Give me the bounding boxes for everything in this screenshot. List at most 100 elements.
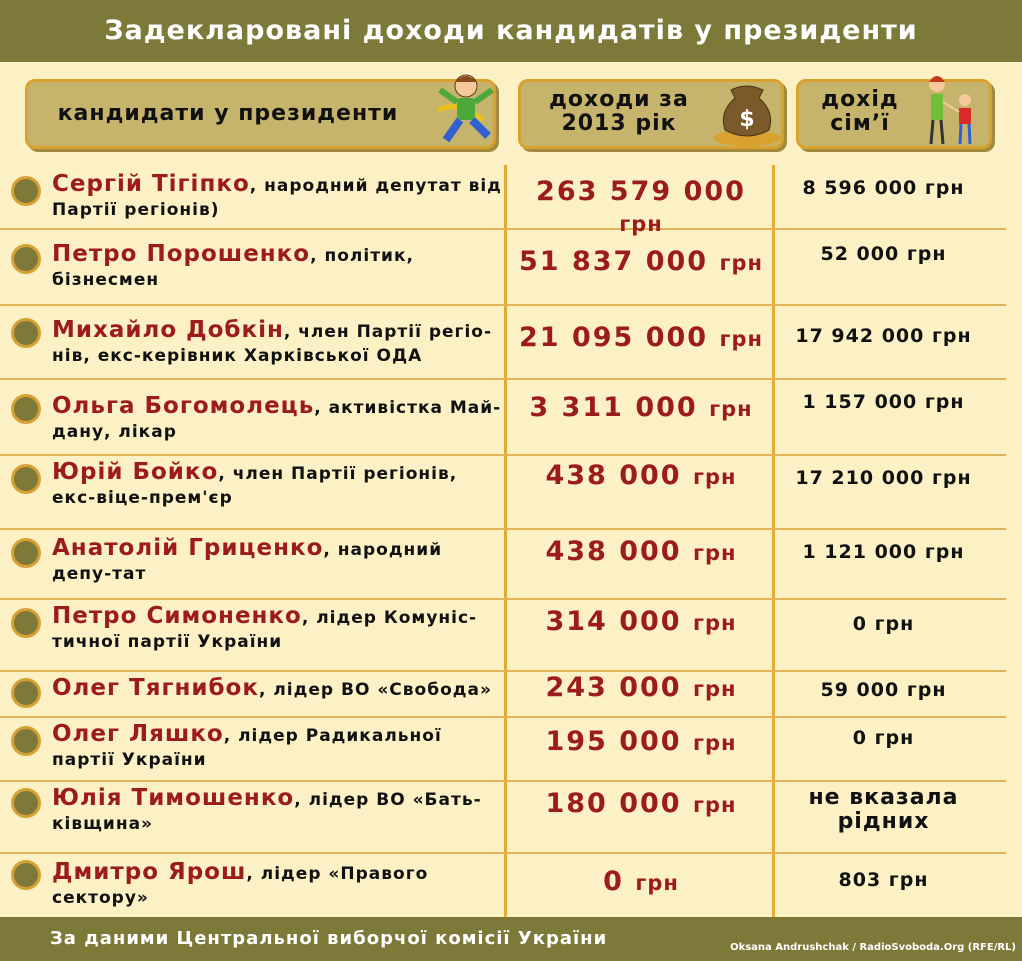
income-unit: грн (709, 397, 753, 421)
candidate-description: , активістка Май-дану, лікар (52, 398, 502, 442)
candidate-cell: Сергій Тігіпко, народний депутат від Пар… (52, 172, 502, 222)
candidate-description: , член Партії регіонів, екс-віце-прем'єр (52, 464, 458, 508)
income-unit: грн (719, 327, 763, 351)
table-row: Юлія Тимошенко, лідер ВО «Бать-ківщина» 1… (0, 780, 1006, 854)
family-income-cell: 0 грн (852, 613, 915, 635)
income-unit: грн (693, 541, 737, 565)
income-value: 314 000 (545, 606, 682, 637)
table-row: Михайло Добкін, член Партії регіо-нів, е… (0, 304, 1006, 380)
income-value: 180 000 (545, 788, 682, 819)
candidate-cell: Петро Симоненко, лідер Комуніс-тичної па… (52, 604, 502, 654)
table-row: Юрій Бойко, член Партії регіонів, екс-ві… (0, 454, 1006, 530)
table-row: Сергій Тігіпко, народний депутат від Пар… (0, 160, 1006, 236)
bullet-icon (11, 244, 41, 274)
header-family: дохід сім’ї (796, 76, 992, 149)
table-row: Петро Порошенко, політик, бізнесмен 51 83… (0, 228, 1006, 306)
running-boy-icon (436, 74, 494, 143)
income-cell: 21 095 000 грн (510, 322, 772, 353)
column-divider-1 (504, 165, 507, 917)
candidate-name: Юрій Бойко (52, 459, 219, 485)
candidate-name: Петро Порошенко (52, 241, 311, 267)
income-cell: 438 000 грн (510, 536, 772, 567)
candidate-description: , лідер Комуніс-тичної партії України (52, 608, 478, 652)
table-row: Петро Симоненко, лідер Комуніс-тичної па… (0, 598, 1006, 672)
income-unit: грн (693, 793, 737, 817)
candidate-name: Сергій Тігіпко (52, 171, 250, 197)
family-income-cell: 59 000 грн (820, 679, 947, 701)
money-bag-icon: $ (713, 85, 781, 146)
candidate-description: , лідер «Правого сектору» (52, 864, 429, 908)
income-cell: 180 000 грн (510, 788, 772, 819)
candidate-name: Дмитро Ярош (52, 859, 247, 885)
income-unit: грн (719, 251, 763, 275)
header-candidates: кандидати у президенти (25, 74, 496, 149)
header-income-line2: 2013 рік (561, 111, 677, 136)
candidate-cell: Олег Ляшко, лідер Радикальної партії Укр… (52, 722, 502, 772)
table-row: Дмитро Ярош, лідер «Правого сектору» 0 гр… (0, 852, 1006, 916)
family-income-cell: 0 грн (852, 727, 915, 749)
family-income-cell: 52 000 грн (820, 243, 947, 265)
income-unit: грн (693, 731, 737, 755)
income-unit: грн (693, 465, 737, 489)
income-cell: 195 000 грн (510, 726, 772, 757)
header-income-line1: доходи за (549, 87, 689, 112)
bullet-icon (11, 318, 41, 348)
family-income-cell: 8 596 000 грн (802, 177, 965, 199)
income-value: 3 311 000 (529, 392, 698, 423)
candidate-description: , лідер ВО «Бать-ківщина» (52, 790, 482, 834)
header-family-line2: сім’ї (830, 111, 890, 136)
bullet-icon (11, 678, 41, 708)
candidate-cell: Дмитро Ярош, лідер «Правого сектору» (52, 860, 502, 910)
candidate-cell: Олег Тягнибок, лідер ВО «Свобода» (52, 676, 502, 702)
income-cell: 0 грн (510, 866, 772, 897)
table-row: Анатолій Гриценко, народний депу-тат 438 … (0, 528, 1006, 600)
column-divider-2 (772, 165, 775, 917)
bullet-icon (11, 860, 41, 890)
candidate-name: Олег Ляшко (52, 721, 224, 747)
page-title: Задекларовані доходи кандидатів у презид… (0, 0, 1022, 62)
family-income-cell: 1 121 000 грн (802, 541, 965, 563)
income-unit: грн (693, 677, 737, 701)
credit: Oksana Andrushchak / RadioSvoboda.Org (R… (730, 942, 1016, 953)
income-cell: 51 837 000 грн (510, 246, 772, 277)
income-unit: грн (635, 871, 679, 895)
candidate-description: , народний депу-тат (52, 540, 443, 584)
source-note: За даними Центральної виборчої комісії У… (50, 928, 608, 949)
income-value: 243 000 (545, 672, 682, 703)
income-cell: 314 000 грн (510, 606, 772, 637)
income-value: 0 (603, 866, 624, 897)
family-income-cell: 17 942 000 грн (795, 325, 972, 347)
candidate-cell: Михайло Добкін, член Партії регіо-нів, е… (52, 318, 502, 368)
candidate-name: Юлія Тимошенко (52, 785, 295, 811)
table-row: Олег Тягнибок, лідер ВО «Свобода» 243 000… (0, 670, 1006, 718)
bullet-icon (11, 726, 41, 756)
candidate-description: , лідер ВО «Свобода» (258, 680, 492, 700)
income-value: 438 000 (545, 536, 682, 567)
income-cell: 243 000 грн (510, 672, 772, 703)
table-row: Олег Ляшко, лідер Радикальної партії Укр… (0, 716, 1006, 782)
candidate-description: , лідер Радикальної партії України (52, 726, 442, 770)
candidate-description: , політик, бізнесмен (52, 246, 414, 290)
income-value: 195 000 (545, 726, 682, 757)
candidate-cell: Юлія Тимошенко, лідер ВО «Бать-ківщина» (52, 786, 502, 836)
candidate-cell: Петро Порошенко, політик, бізнесмен (52, 242, 502, 292)
footer: За даними Центральної виборчої комісії У… (0, 917, 1022, 961)
family-income-cell: 1 157 000 грн (802, 391, 965, 413)
header-income: доходи за 2013 рік $ (518, 79, 784, 149)
candidate-name: Олег Тягнибок (52, 675, 259, 701)
family-income-cell: 17 210 000 грн (795, 467, 972, 489)
income-unit: грн (619, 212, 663, 236)
header-family-line1: дохід (821, 87, 899, 112)
candidate-cell: Анатолій Гриценко, народний депу-тат (52, 536, 502, 586)
candidate-name: Анатолій Гриценко (52, 535, 324, 561)
bullet-icon (11, 788, 41, 818)
income-cell: 263 579 000 грн (510, 176, 772, 238)
income-cell: 3 311 000 грн (510, 392, 772, 423)
candidate-name: Михайло Добкін (52, 317, 284, 343)
family-icon (929, 76, 972, 145)
income-value: 438 000 (545, 460, 682, 491)
candidate-cell: Юрій Бойко, член Партії регіонів, екс-ві… (52, 460, 502, 510)
header-family-label: дохід сім’ї (805, 88, 915, 136)
family-income-cell: 803 грн (838, 869, 929, 891)
table-row: Ольга Богомолець, активістка Май-дану, л… (0, 378, 1006, 456)
